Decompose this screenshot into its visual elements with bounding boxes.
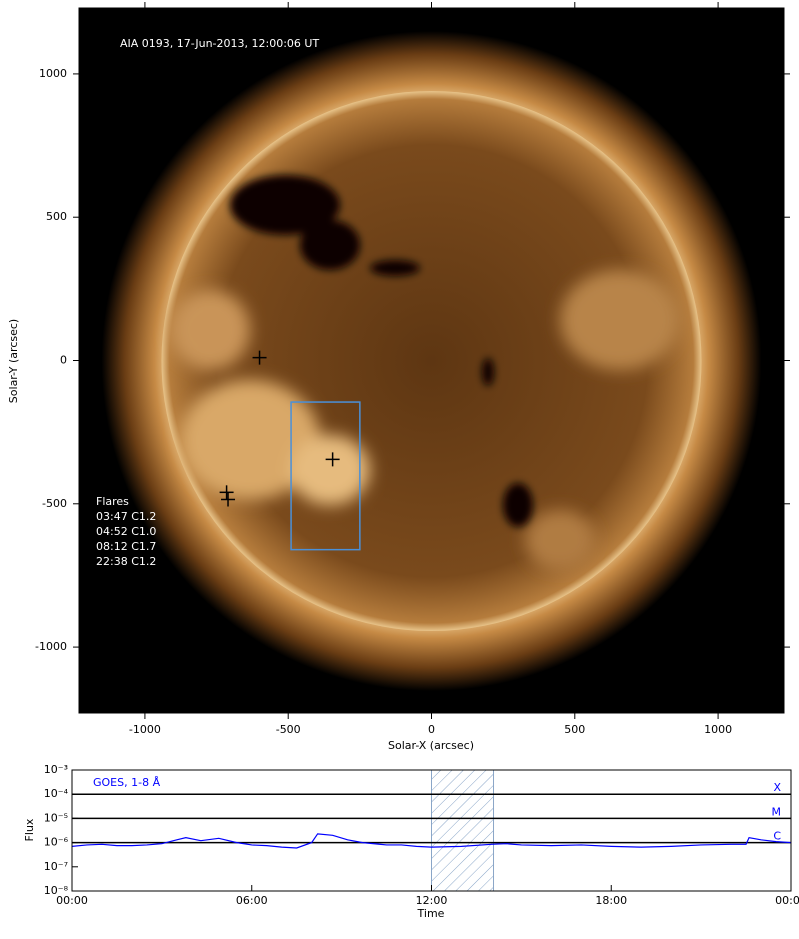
y-tick-label: 10⁻⁵ (44, 811, 68, 824)
x-tick-label: -1000 (129, 723, 161, 736)
sun-image (101, 31, 762, 691)
x-tick-label: 500 (564, 723, 585, 736)
flare-marker (325, 452, 340, 467)
level-label: C (773, 830, 781, 843)
y-tick-label: -1000 (35, 640, 67, 653)
x-tick-label: 00:00 (775, 894, 799, 907)
flare-marker (219, 485, 234, 500)
y-axis-label: Solar-Y (arcsec) (7, 319, 20, 403)
x-tick-label: 18:00 (595, 894, 627, 907)
x-tick-label: 12:00 (416, 894, 448, 907)
flares-title: Flares (96, 495, 129, 508)
goes-line (71, 833, 792, 849)
bright-regions (170, 270, 680, 570)
y-tick-label: 10⁻⁶ (44, 836, 69, 849)
y-tick-label: 10⁻⁴ (44, 787, 69, 800)
x-tick-label: -500 (276, 723, 301, 736)
highlight-window (431, 769, 495, 892)
level-label: X (773, 781, 781, 794)
plot-frame (71, 769, 792, 892)
y-tick-label: -500 (42, 497, 67, 510)
region-box (290, 401, 361, 551)
x-tick-label: 0 (428, 723, 435, 736)
y-tick-label: 1000 (39, 67, 67, 80)
coronal-holes (230, 175, 533, 527)
y-axis-label: Flux (23, 818, 36, 841)
flare-marker (252, 350, 267, 365)
x-tick-label: 1000 (704, 723, 732, 736)
level-label: M (772, 805, 782, 818)
x-axis-label: Solar-X (arcsec) (388, 739, 474, 752)
y-tick-label: 500 (46, 210, 67, 223)
flare-entry: 04:52 C1.0 (96, 525, 156, 538)
y-tick-label: 10⁻³ (44, 763, 68, 776)
image-title: AIA 0193, 17-Jun-2013, 12:00:06 UT (120, 37, 319, 50)
flare-entry: 03:47 C1.2 (96, 510, 156, 523)
legend-label: GOES, 1-8 Å (93, 776, 161, 789)
y-tick-label: 10⁻⁸ (44, 884, 69, 897)
y-tick-label: 0 (60, 354, 67, 367)
flare-marker (221, 492, 236, 507)
flare-entry: 22:38 C1.2 (96, 555, 156, 568)
x-axis-label: Time (417, 907, 445, 920)
x-tick-label: 06:00 (236, 894, 268, 907)
flare-entry: 08:12 C1.7 (96, 540, 156, 553)
x-tick-label: 00:00 (56, 894, 88, 907)
y-tick-label: 10⁻⁷ (44, 860, 68, 873)
